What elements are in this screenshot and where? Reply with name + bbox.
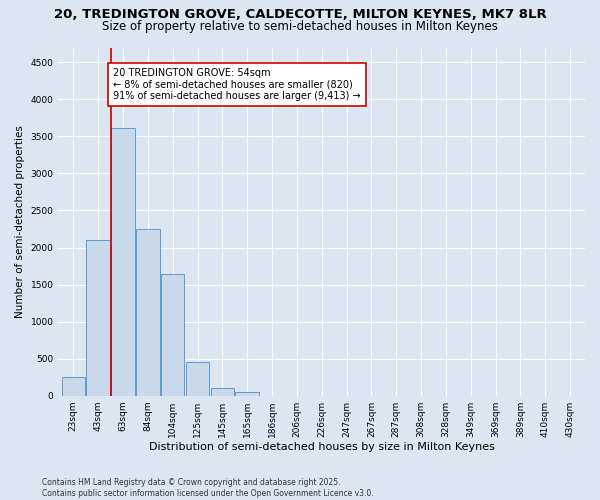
Bar [62, 377, 85, 396]
Bar [235, 392, 259, 396]
Y-axis label: Number of semi-detached properties: Number of semi-detached properties [15, 125, 25, 318]
Bar [136, 229, 160, 396]
X-axis label: Distribution of semi-detached houses by size in Milton Keynes: Distribution of semi-detached houses by … [149, 442, 494, 452]
Text: 20 TREDINGTON GROVE: 54sqm
← 8% of semi-detached houses are smaller (820)
91% of: 20 TREDINGTON GROVE: 54sqm ← 8% of semi-… [113, 68, 361, 102]
Bar [86, 240, 110, 396]
Bar [186, 362, 209, 396]
Text: Size of property relative to semi-detached houses in Milton Keynes: Size of property relative to semi-detach… [102, 20, 498, 33]
Bar [161, 274, 184, 396]
Text: Contains HM Land Registry data © Crown copyright and database right 2025.
Contai: Contains HM Land Registry data © Crown c… [42, 478, 374, 498]
Text: 20, TREDINGTON GROVE, CALDECOTTE, MILTON KEYNES, MK7 8LR: 20, TREDINGTON GROVE, CALDECOTTE, MILTON… [53, 8, 547, 20]
Bar [211, 388, 234, 396]
Bar [111, 128, 135, 396]
